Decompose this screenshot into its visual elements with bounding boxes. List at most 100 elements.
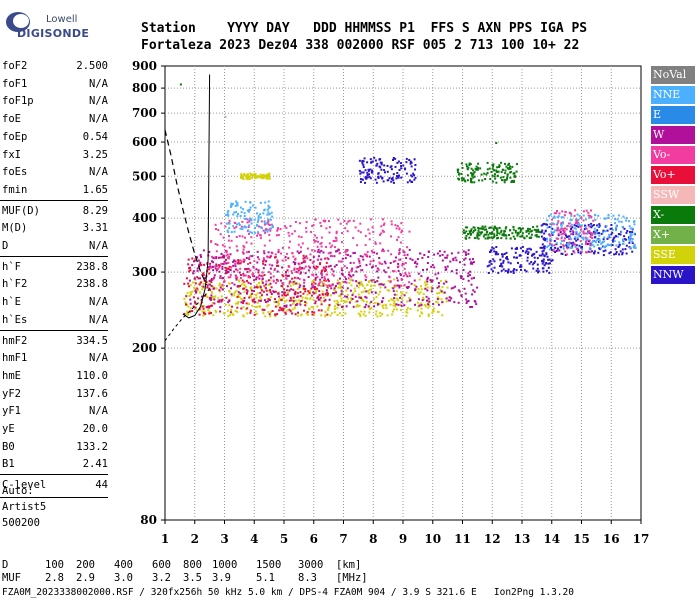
echo-point — [242, 208, 245, 211]
echo-point — [221, 283, 224, 286]
echo-point — [313, 239, 315, 242]
echo-point — [361, 159, 364, 162]
echo-point — [574, 227, 577, 230]
echo-point — [255, 278, 258, 281]
echo-point — [209, 265, 212, 268]
echo-point — [501, 253, 504, 256]
echo-point — [542, 249, 545, 252]
echo-point — [234, 204, 237, 207]
echo-point — [398, 248, 401, 250]
echo-point — [576, 221, 579, 224]
echo-point — [465, 253, 467, 256]
echo-point — [521, 227, 524, 230]
echo-point — [316, 265, 319, 268]
echo-point — [557, 232, 560, 235]
echo-point — [362, 284, 364, 287]
echo-point — [376, 315, 379, 318]
echo-point — [464, 226, 467, 229]
echo-point — [198, 308, 201, 311]
echo-point — [423, 254, 426, 256]
echo-point — [337, 286, 340, 289]
echo-point — [621, 251, 624, 254]
echo-point — [320, 300, 323, 303]
echo-point — [482, 226, 485, 229]
echo-point — [251, 273, 254, 276]
echo-point — [286, 285, 289, 288]
echo-point — [233, 227, 236, 230]
echo-point — [483, 228, 486, 231]
echo-point — [322, 284, 325, 287]
echo-point — [293, 267, 296, 270]
echo-point — [225, 222, 228, 225]
echo-point — [577, 251, 580, 254]
echo-point — [241, 235, 244, 238]
echo-point — [229, 253, 232, 256]
echo-point — [314, 291, 317, 294]
echo-point — [473, 276, 475, 279]
muf-value: 2.9 — [76, 572, 95, 584]
echo-point — [430, 280, 433, 283]
echo-point — [415, 265, 418, 268]
echo-point — [417, 298, 420, 301]
echo-point — [467, 233, 469, 236]
echo-point — [560, 233, 563, 236]
echo-point — [396, 172, 399, 174]
echo-point — [492, 165, 495, 168]
echo-point — [288, 289, 291, 292]
echo-point — [448, 296, 451, 299]
echo-point — [462, 177, 465, 180]
echo-point — [348, 281, 351, 284]
echo-point — [600, 242, 603, 245]
echo-point — [517, 227, 520, 230]
echo-point — [207, 266, 210, 269]
echo-point — [574, 209, 577, 212]
echo-point — [215, 256, 218, 259]
param-label: foE — [2, 113, 21, 126]
echo-point — [504, 179, 507, 182]
echo-point — [556, 221, 559, 224]
echo-point — [294, 293, 297, 296]
echo-point — [442, 282, 445, 285]
echo-point — [363, 310, 366, 313]
echo-point — [245, 302, 248, 305]
echo-point — [467, 300, 470, 302]
echo-point — [347, 220, 350, 223]
param-value: 3.25 — [82, 148, 108, 161]
echo-point — [437, 282, 440, 284]
echo-point — [445, 256, 448, 259]
echo-point — [538, 254, 541, 257]
echo-point — [373, 305, 376, 308]
y-tick-label: 400 — [132, 211, 157, 225]
echo-point — [542, 223, 545, 226]
echo-point — [473, 300, 476, 302]
echo-point — [189, 269, 192, 272]
echo-point — [549, 213, 552, 216]
echo-point — [593, 250, 596, 253]
echo-point — [628, 225, 631, 228]
param-row: B0 133.2 — [2, 441, 108, 458]
echo-point — [419, 303, 422, 306]
echo-point — [515, 170, 518, 173]
echo-point — [282, 275, 285, 278]
echo-point — [413, 174, 416, 177]
echo-point — [628, 239, 631, 242]
echo-point — [465, 302, 468, 304]
echo-point — [258, 277, 261, 280]
echo-point — [243, 246, 246, 249]
echo-point — [219, 277, 222, 279]
echo-point — [344, 257, 347, 260]
echo-point — [598, 224, 601, 227]
echo-point — [274, 305, 277, 308]
echo-point — [563, 214, 566, 217]
echo-point — [436, 252, 439, 255]
echo-point — [555, 212, 558, 215]
echo-point — [305, 227, 308, 230]
echo-point — [282, 286, 284, 289]
echo-point — [359, 231, 362, 234]
echo-point — [562, 228, 565, 230]
echo-point — [302, 292, 305, 295]
echo-point — [589, 244, 592, 247]
echo-point — [354, 226, 357, 229]
echo-point — [557, 249, 560, 252]
echo-point — [250, 222, 253, 225]
